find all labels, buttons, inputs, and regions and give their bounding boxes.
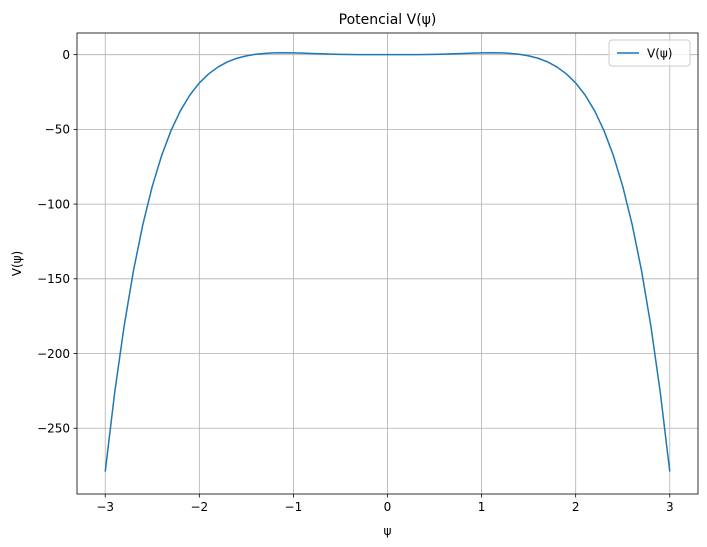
y-tick-label: −100: [37, 197, 70, 211]
y-tick-label: 0: [62, 48, 70, 62]
chart-title: Potencial V(ψ): [339, 12, 437, 28]
grid: [77, 33, 698, 494]
x-tick-label: 1: [478, 500, 486, 514]
y-tick-label: −250: [37, 422, 70, 436]
series-group: [104, 51, 671, 472]
x-tick-label: −3: [96, 500, 114, 514]
x-axis-label: ψ: [384, 524, 392, 538]
x-tick-label: 2: [572, 500, 580, 514]
y-axis-label: V(ψ): [10, 251, 24, 277]
x-tick-label: 3: [666, 500, 674, 514]
y-tick-label: −200: [37, 347, 70, 361]
x-tick-label: 0: [384, 500, 392, 514]
legend-label: V(ψ): [647, 47, 673, 61]
x-tick-label: −2: [190, 500, 208, 514]
y-tick-label: −150: [37, 272, 70, 286]
legend: V(ψ): [608, 39, 691, 67]
x-tick-label: −1: [285, 500, 303, 514]
legend-box: [608, 39, 691, 67]
series-line-v-psi: [104, 51, 671, 472]
y-tick-label: −50: [45, 123, 70, 137]
y-axis-ticks: 0 −50 −100 −150 −200 −250: [37, 48, 77, 436]
x-axis-ticks: −3 −2 −1 0 1 2 3: [96, 494, 674, 514]
